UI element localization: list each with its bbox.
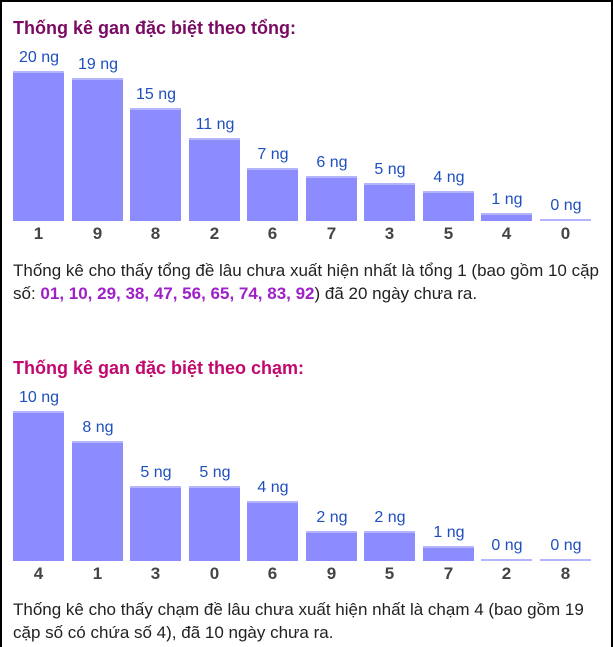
category-label: 3 <box>150 564 161 583</box>
value-label: 19 ng <box>77 56 119 73</box>
bar <box>540 219 591 221</box>
category-label: 2 <box>209 224 220 243</box>
section-title-cham: Thống kê gan đặc biệt theo chạm: <box>13 358 305 378</box>
description-cham: Thống kê cho thấy chạm đề lâu chưa xuất … <box>13 600 584 642</box>
category-label: 4 <box>33 564 44 583</box>
value-label: 10 ng <box>18 389 60 406</box>
category-label: 3 <box>384 224 395 243</box>
pair-list: 01, 10, 29, 38, 47, 56, 65, 74, 83, 92 <box>40 284 315 303</box>
category-label: 6 <box>267 564 278 583</box>
value-label: 20 ng <box>18 49 60 66</box>
category-label: 8 <box>150 224 161 243</box>
value-label: 4 ng <box>257 479 289 496</box>
category-label: 1 <box>33 224 44 243</box>
category-label: 5 <box>443 224 454 243</box>
bar <box>72 78 123 221</box>
bar <box>423 191 474 221</box>
bar <box>423 546 474 561</box>
value-label: 4 ng <box>433 169 465 186</box>
bar <box>189 138 240 221</box>
desc-text: Thống kê cho thấy tổng đề lâu chưa xuất … <box>13 261 600 303</box>
category-label: 7 <box>326 224 337 243</box>
category-label: 0 <box>209 564 220 583</box>
value-label: 1 ng <box>433 524 465 541</box>
section-title-tong: Thống kê gan đặc biệt theo tổng: <box>13 18 296 38</box>
bar <box>481 559 532 561</box>
bar <box>72 441 123 561</box>
value-label: 5 ng <box>199 464 231 481</box>
value-label: 11 ng <box>195 116 235 133</box>
category-label: 1 <box>92 564 103 583</box>
category-label: 9 <box>326 564 337 583</box>
bar <box>130 486 181 561</box>
category-label: 2 <box>501 564 512 583</box>
bar <box>540 559 591 561</box>
bar <box>247 168 298 221</box>
value-label: 15 ng <box>135 86 177 103</box>
value-label: 5 ng <box>140 464 172 481</box>
value-label: 0 ng <box>550 197 582 214</box>
value-label: 7 ng <box>257 146 289 163</box>
category-label: 4 <box>501 224 512 243</box>
bar <box>130 108 181 221</box>
desc-text: ) đã 20 ngày chưa ra. <box>314 284 478 303</box>
bar <box>247 501 298 561</box>
category-label: 7 <box>443 564 454 583</box>
bar <box>13 71 64 221</box>
value-label: 2 ng <box>374 509 406 526</box>
category-label: 9 <box>92 224 103 243</box>
category-label: 5 <box>384 564 395 583</box>
value-label: 0 ng <box>550 537 582 554</box>
category-label: 0 <box>560 224 571 243</box>
description-tong: Thống kê cho thấy tổng đề lâu chưa xuất … <box>13 259 603 305</box>
value-label: 5 ng <box>374 161 406 178</box>
bar <box>364 531 415 561</box>
bar <box>306 531 357 561</box>
chart-cham: 10 ng 4 8 ng 1 5 ng 3 5 ng 0 4 ng 6 2 ng 9 2 ng 5 1 ng… <box>13 384 593 589</box>
bar <box>13 411 64 561</box>
value-label: 0 ng <box>491 537 523 554</box>
bar <box>306 176 357 221</box>
chart-tong: 20 ng 1 19 ng 9 15 ng 8 11 ng 2 7 ng 6 6 ng 7 5 ng 3 4… <box>13 44 593 249</box>
value-label: 8 ng <box>82 419 114 436</box>
bar <box>364 183 415 221</box>
category-label: 8 <box>560 564 571 583</box>
value-label: 1 ng <box>491 191 523 208</box>
value-label: 2 ng <box>316 509 348 526</box>
bar <box>189 486 240 561</box>
category-label: 6 <box>267 224 278 243</box>
value-label: 6 ng <box>316 154 348 171</box>
bar <box>481 213 532 221</box>
